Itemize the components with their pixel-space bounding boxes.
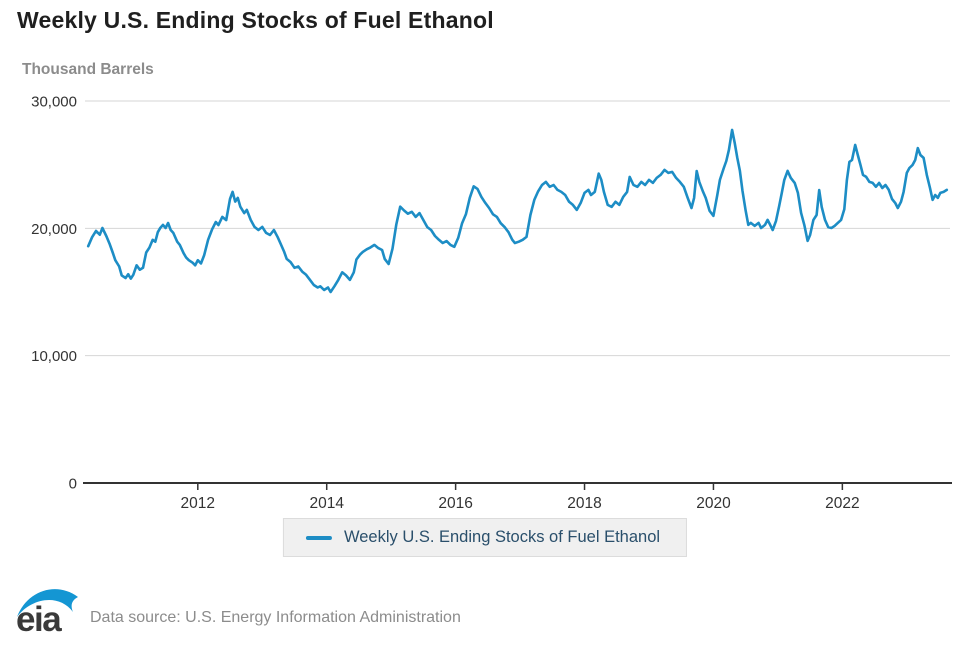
x-tick-label: 2016: [438, 495, 472, 512]
x-tick-label: 2018: [567, 495, 601, 512]
legend-item[interactable]: Weekly U.S. Ending Stocks of Fuel Ethano…: [282, 518, 688, 557]
x-tick-label: 2014: [309, 495, 344, 512]
eia-logo-text: eia: [16, 600, 62, 637]
y-tick-label: 30,000: [31, 94, 77, 111]
x-tick-label: 2022: [825, 495, 859, 512]
eia-logo: eia: [16, 589, 78, 637]
data-line-series: [86, 128, 949, 294]
eia-logo-swoosh-icon: [17, 589, 78, 617]
x-tick-label: 2012: [181, 495, 215, 512]
y-tick-label: 0: [69, 476, 77, 493]
page-title: Weekly U.S. Ending Stocks of Fuel Ethano…: [17, 7, 494, 33]
legend-label: Weekly U.S. Ending Stocks of Fuel Ethano…: [343, 528, 661, 546]
y-tick-label: 20,000: [31, 221, 77, 238]
x-tick-label: 2020: [696, 495, 731, 512]
series-line-swatch: [305, 535, 332, 540]
data-source-text: Data source: U.S. Energy Information Adm…: [90, 609, 461, 626]
y-axis-units-label: Thousand Barrels: [22, 61, 154, 78]
y-tick-label: 10,000: [31, 348, 77, 365]
